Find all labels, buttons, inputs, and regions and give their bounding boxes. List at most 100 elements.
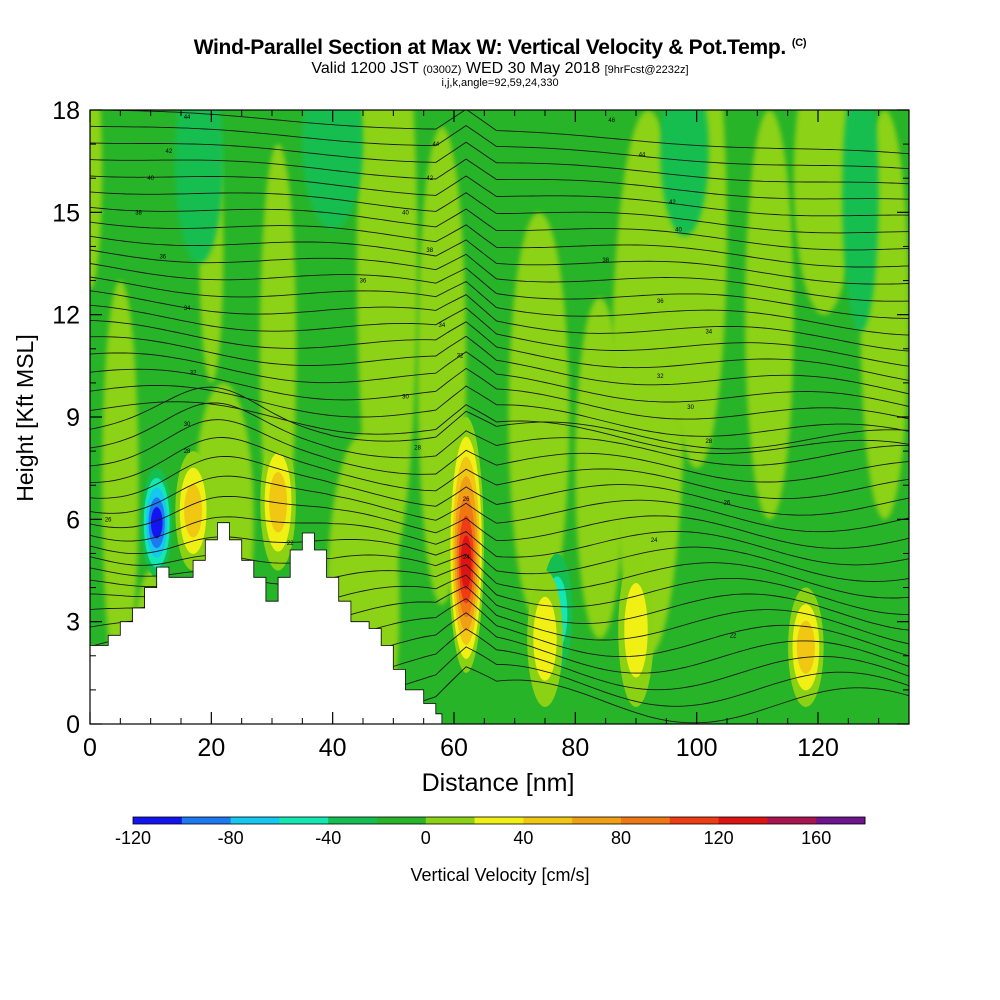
colorbar-frame [132,816,866,825]
y-tick-label: 6 [66,506,80,534]
theta-contour-label: 28 [414,446,421,452]
theta-isentrope [90,263,909,319]
y-tick-label: 12 [52,302,80,330]
theta-contour-label: 34 [705,330,712,336]
theta-contour-label: 40 [147,176,154,182]
colorbar-tick-label: -120 [115,828,151,848]
theta-isentrope [90,367,909,420]
theta-isentrope [90,191,909,234]
colorbar-tick-label: -40 [315,828,341,848]
theta-isentrope [90,455,909,516]
theta-isentrope [90,335,909,395]
theta-contour-label: 26 [724,500,731,506]
theta-contour-label: 26 [463,497,470,503]
theta-contour-label: 40 [402,210,409,216]
terrain [90,522,443,724]
updraft-core [260,434,296,571]
theta-contour-label: 44 [184,115,191,121]
theta-contour-label: 44 [432,142,439,148]
weak-downdraft-area [842,110,879,332]
updraft-core [527,570,563,707]
colorbar-swatch [718,817,768,824]
chart-indices: i,j,k,angle=92,59,24,330 [441,77,559,89]
theta-contour-label: 42 [166,149,173,155]
theta-isentrope [90,141,909,185]
theta-isentrope [90,158,909,200]
theta-contour-label: 46 [608,118,615,124]
theta-contour-label: 22 [287,541,294,547]
theta-isentrope [90,401,909,454]
theta-isentrope [90,110,909,155]
theta-isentrope [90,475,909,533]
theta-contour-label: 34 [184,306,191,312]
colorbar-swatch [669,817,720,824]
colorbar-swatch [767,817,817,824]
theta-contour-label: 30 [687,405,694,411]
theta-contour-label: 44 [639,152,646,158]
x-tick-label: 20 [197,734,225,762]
colorbar-swatch [816,817,866,824]
theta-isentrope [90,386,909,450]
subtitle-utc: (0300Z) [422,64,462,76]
theta-isentrope [90,419,909,483]
updraft-core [788,587,824,707]
theta-isentrope [90,351,909,407]
theta-contour-label: 36 [159,255,166,261]
y-tick-label: 9 [66,404,80,432]
theta-contour-label: 34 [439,323,446,329]
theta-isentrope [90,276,909,336]
theta-contour-label: 42 [426,176,433,182]
theta-isentrope [90,290,909,352]
theta-isentrope [90,385,909,437]
colorbar-tick-label: 120 [704,828,734,848]
theta-isentrope [90,175,909,217]
theta-isentrope [90,304,909,367]
colorbar-tick-label: 80 [611,828,631,848]
colorbar: -120 -80 -40 0 40 80 120 160 [115,816,866,848]
theta-isentrope [90,206,909,251]
colorbar-swatch [572,817,622,824]
colorbar-swatch [474,817,524,824]
colorbar-tick-label: -80 [218,828,244,848]
weak-updraft-area [102,280,139,690]
theta-isentrope [90,221,909,268]
theta-contour-label: 30 [184,422,191,428]
colorbar-tick-label: 40 [513,828,533,848]
y-tick-label: 18 [52,97,80,125]
colorbar-swatch [377,817,427,824]
colorbar-swatch [425,817,476,824]
subtitle-valid-time: Valid 1200 JST [311,60,419,77]
theta-isentrope [90,495,909,549]
theta-contour-label: 32 [190,371,197,377]
theta-contour-label: 28 [184,449,191,455]
theta-isentrope [90,235,909,285]
colorbar-tick-label: 0 [421,828,431,848]
y-tick-label: 0 [66,711,80,739]
theta-contour-label: 28 [705,439,712,445]
chart-title: Wind-Parallel Section at Max W: Vertical… [193,36,807,59]
x-tick-label: 120 [797,734,839,762]
colorbar-tick-label: 160 [801,828,831,848]
y-tick-label: 3 [66,609,80,637]
weak-downdraft-area [660,110,709,237]
colorbar-swatch [181,817,232,824]
theta-contour-label: 38 [135,210,142,216]
theta-contour-label: 42 [669,200,676,206]
weak-downdraft-area [302,110,363,230]
theta-contour-label: 36 [657,299,664,305]
updraft-core [448,417,484,673]
colorbar-swatch [279,817,329,824]
copyright-mark: (C) [791,37,807,49]
weak-updraft-area [90,110,103,290]
theta-contour-label: 36 [360,279,367,285]
theta-contour-label: 30 [402,395,409,401]
theta-contour-label: 32 [657,374,664,380]
theta-isentrope [90,320,909,381]
theta-contour-label: 38 [602,258,609,264]
theta-contour-label: 38 [426,248,433,254]
theta-contour-label: 40 [675,227,682,233]
subtitle-date: WED 30 May 2018 [465,60,601,77]
theta-contour-label: 32 [457,354,464,360]
x-axis-label: Distance [nm] [422,769,575,797]
